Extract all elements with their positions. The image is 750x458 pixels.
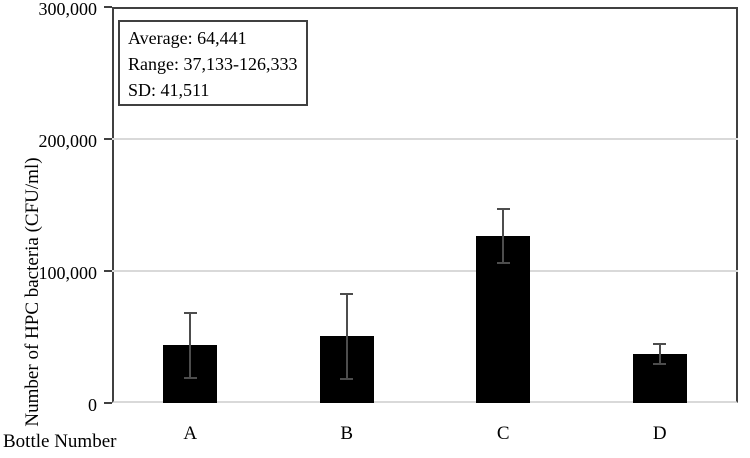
x-tick-label: A	[183, 423, 198, 444]
x-tick-label: D	[652, 423, 667, 444]
y-tick-label: 100,000	[38, 263, 98, 283]
annotation-range: Range: 37,133-126,333	[128, 54, 298, 74]
y-axis-tick	[104, 138, 112, 140]
error-bar-cap-bottom	[496, 262, 510, 265]
x-tick-label: C	[496, 423, 510, 444]
y-tick-label: 300,000	[38, 0, 98, 19]
error-bar-cap-top	[340, 292, 354, 295]
annotation-sd: SD: 41,511	[128, 80, 210, 100]
error-bar-cap-bottom	[183, 376, 197, 379]
gridline	[112, 138, 738, 140]
y-axis-title: Number of HPC bacteria (CFU/ml)	[22, 157, 43, 427]
y-axis-tick	[104, 270, 112, 272]
error-bar-line	[345, 293, 348, 379]
gridline	[112, 270, 738, 272]
error-bar-line	[502, 209, 505, 264]
error-bar-cap-top	[496, 208, 510, 211]
error-bar-cap-bottom	[653, 363, 667, 366]
y-tick-label: 200,000	[38, 131, 98, 151]
error-bar-line	[189, 312, 192, 378]
annotation-average: Average: 64,441	[128, 28, 247, 48]
error-bar-line	[658, 343, 661, 364]
error-bar-cap-top	[183, 311, 197, 314]
y-axis-tick	[104, 402, 112, 404]
y-tick-label: 0	[88, 395, 97, 415]
x-tick-label: B	[340, 423, 354, 444]
error-bar-cap-top	[653, 342, 667, 345]
y-axis-tick	[104, 6, 112, 8]
x-axis-title: Bottle Number	[3, 431, 117, 452]
error-bar-cap-bottom	[340, 377, 354, 380]
stats-annotation-box: Average: 64,441 Range: 37,133-126,333 SD…	[118, 20, 308, 106]
